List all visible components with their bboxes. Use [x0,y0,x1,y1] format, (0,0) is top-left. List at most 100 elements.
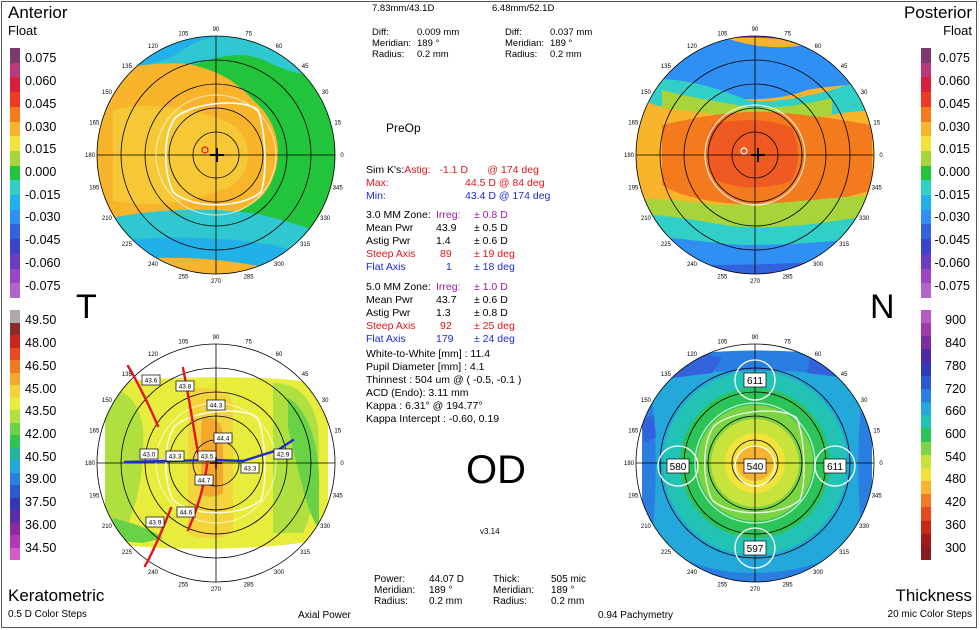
keratometric-scale-swatch [10,347,20,360]
version-label: v3.14 [480,527,500,536]
thickness-scale-label: 660 [945,404,966,419]
axial-power-label: Axial Power [298,610,351,621]
anterior-bfs-header: 7.83mm/43.1D [372,3,435,14]
anterior-compass-label: 180 [85,153,96,159]
thickness-compass-label: 150 [641,398,652,404]
thickness-compass-label: 75 [784,339,791,345]
thickness-value-box [743,372,767,388]
keratometric-scale-label: 45.00 [25,381,57,396]
thickness-compass-label: 240 [687,570,698,576]
thickness-scale-swatch [921,415,931,429]
keratometric-value: 43.9 [149,520,162,527]
keratometric-scale-swatch [10,535,20,548]
keratometric-value: 43.5 [201,454,214,461]
keratometric-compass-labels: 1201059075604530150345330315300285270255… [85,335,344,593]
posterior-compass-label: 300 [813,262,824,268]
thickness-compass-label: 315 [839,550,850,556]
anterior-title: Anterior [8,3,68,22]
thickness-zone-outlines [657,359,856,569]
posterior-float-map[interactable]: 1201059075604530150345330315300285270255… [622,10,902,300]
posterior-scale-swatch [921,224,931,240]
posterior-thinnest-marker [740,147,748,155]
keratometric-compass-label: 75 [245,339,252,345]
pupil-diameter: Pupil Diameter [mm] : 4.1 [366,361,485,373]
keratometric-value-box [206,399,226,411]
keratometric-map[interactable]: 43.6 43.8 44.3 44.4 43.0 43.3 43.5 43.3 42.9 44.7… [83,318,363,608]
thickness-compass-label: 300 [813,570,824,576]
keratometric-scale-label: 40.50 [25,449,57,464]
thickness-scale-swatch [921,441,931,455]
posterior-scale-swatch [921,136,931,151]
anterior-scale-label: -0.045 [25,233,61,248]
thickness-value-box [743,458,767,474]
anterior-float-map[interactable]: 1201059075604530150345330315300285270255… [83,10,363,300]
keratometric-scale-label: 46.50 [25,358,57,373]
keratometric-compass-label: 105 [178,339,189,345]
anterior-compass-label: 300 [274,262,285,268]
keratometric-scale-label: 42.00 [25,427,57,441]
posterior-compass-label: 330 [859,216,870,222]
keratometric-compass-label: 270 [211,587,222,593]
thickness-scale-label: 360 [945,517,966,532]
thickness-value: 580 [670,462,687,473]
anterior-scale-label: -0.060 [25,255,61,270]
thickness-compass-label: 270 [750,587,761,593]
anterior-scale-swatch [10,77,20,93]
keratometric-scale-swatch [10,460,20,473]
keratometric-compass-label: 120 [148,352,159,358]
thickness-scale-label: 720 [945,381,966,396]
keratometric-scale-label: 34.50 [25,540,57,555]
posterior-pupil-outline [704,104,806,206]
thick-block: Thick: 505 mic Meridian: 189 ° Radius: 0.2 … [493,574,587,607]
temporal-letter: T [76,288,97,326]
posterior-compass-label: 30 [861,90,868,96]
keratometric-scale [10,310,20,560]
posterior-compass-label: 0 [879,153,883,159]
posterior-scale-swatch [921,239,931,254]
keratometric-compass-label: 240 [148,570,159,576]
anterior-subtitle: Float [8,23,37,38]
thickness-scale-swatch [921,494,931,508]
keratometric-value: 43.8 [179,384,192,391]
keratometric-value: 43.6 [145,378,158,385]
keratometric-compass-label: 255 [178,583,189,589]
anterior-scale-label: 0.015 [25,142,57,157]
thickness-compass-label: 285 [783,583,794,589]
eye-label: OD [466,448,526,492]
anterior-compass-label: 270 [211,279,222,285]
posterior-scale-swatch [921,62,931,78]
thickness-scale-label: 840 [945,336,966,351]
thickness-scale-swatch [921,507,931,521]
keratometric-compass-label: 315 [300,550,311,556]
thickness-scale-label: 900 [945,313,966,328]
keratometric-scale-swatch [10,372,20,385]
keratometric-value-box [176,506,196,518]
keratometric-compass-label: 15 [334,428,341,434]
posterior-scale-label: -0.015 [934,187,970,202]
thickness-value: 540 [747,462,764,473]
thickness-value: 611 [827,462,843,473]
anterior-scale-swatch [10,239,20,254]
keratometric-scale-swatch [10,510,20,523]
posterior-float-scale [921,48,931,298]
thickness-compass-label: 330 [859,524,870,530]
thickness-scale-swatch [921,402,931,416]
anterior-thinnest-marker [201,146,209,154]
keratometric-scale-swatch [10,322,20,335]
keratometric-compass-label: 60 [276,352,283,358]
keratometric-compass-label: 210 [102,524,113,530]
anterior-scale-swatch [10,106,20,122]
zone-5mm-block: 5.0 MM Zone: Irreg: ± 1.0 D Mean Pwr 43.7 ± … [366,281,515,345]
posterior-scale-label: 0.030 [938,119,970,134]
thickness-compass-label: 165 [628,428,639,434]
thickness-scale-swatch [921,520,931,534]
anterior-float-scale [10,48,20,298]
sim-k-block: Sim K's:Astig: -1.1 D @ 174 deg Max: Min: [366,164,539,202]
keratometric-compass-label: 165 [89,428,100,434]
thickness-compass-label: 30 [861,398,868,404]
posterior-scale-swatch [921,77,931,93]
thickness-compass-label: 105 [717,339,728,345]
anterior-compass-label: 210 [102,216,113,222]
posterior-scale-swatch [921,180,931,196]
